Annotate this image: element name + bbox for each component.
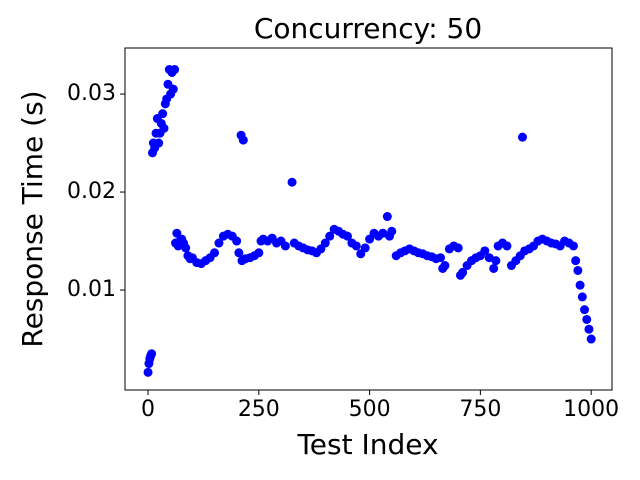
point [147, 349, 157, 359]
x-tick-label: 1000 [563, 397, 619, 422]
point [580, 305, 590, 315]
point [582, 314, 592, 324]
point [234, 248, 244, 258]
point [287, 177, 297, 187]
y-tick-label: 0.02 [67, 179, 116, 204]
y-tick-label: 0.03 [67, 81, 116, 106]
x-tick-label: 500 [349, 397, 391, 422]
point [214, 238, 224, 248]
point [232, 236, 242, 246]
point [154, 138, 164, 148]
point [436, 253, 446, 263]
x-tick-label: 0 [141, 397, 155, 422]
point [491, 256, 501, 266]
point [158, 109, 168, 119]
x-axis-label: Test Index [296, 428, 438, 461]
x-tick-label: 750 [459, 397, 501, 422]
point [480, 246, 490, 256]
point [159, 123, 169, 133]
point [453, 243, 463, 253]
point [280, 241, 290, 251]
point [210, 248, 220, 258]
point [577, 292, 587, 302]
point [458, 267, 468, 277]
point [320, 238, 330, 248]
point [351, 241, 361, 251]
point [382, 212, 392, 222]
point [573, 265, 583, 275]
point [238, 135, 248, 145]
point [168, 84, 178, 94]
point [575, 280, 585, 290]
chart-title: Concurrency: 50 [254, 12, 482, 45]
point [584, 324, 594, 334]
point [342, 231, 352, 241]
point [325, 231, 335, 241]
point [360, 243, 370, 253]
plot-frame [124, 47, 613, 391]
y-axis-label: Response Time (s) [16, 90, 49, 347]
point [254, 248, 264, 258]
point [143, 367, 153, 377]
point [489, 263, 499, 273]
point [440, 261, 450, 271]
point [571, 256, 581, 266]
x-tick-label: 250 [238, 397, 280, 422]
point [502, 241, 512, 251]
point [568, 241, 578, 251]
point [586, 334, 596, 344]
point [181, 243, 191, 253]
point [170, 65, 180, 75]
point [517, 132, 527, 142]
point [387, 226, 397, 236]
y-tick-label: 0.01 [67, 277, 116, 302]
